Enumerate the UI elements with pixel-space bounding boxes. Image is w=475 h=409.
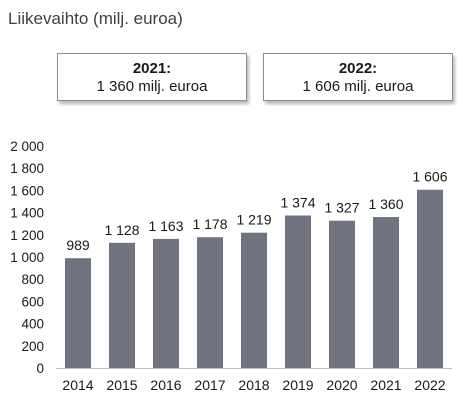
bar: [197, 237, 223, 368]
data-label: 1 606: [412, 169, 447, 185]
bar: [153, 238, 179, 368]
y-tick-label: 1 600: [10, 183, 44, 198]
x-tick-label: 2021: [370, 377, 401, 393]
x-tick-label: 2018: [238, 377, 269, 393]
bar: [241, 232, 267, 368]
data-label: 1 163: [148, 218, 183, 234]
x-tick-label: 2016: [150, 377, 181, 393]
x-tick-label: 2015: [106, 377, 137, 393]
highlight-year: 2021:: [132, 60, 172, 77]
x-tick-label: 2020: [326, 377, 357, 393]
data-label: 1 219: [236, 212, 271, 228]
y-tick-label: 400: [21, 317, 44, 332]
y-tick-label: 2 000: [10, 139, 44, 154]
y-tick-label: 1 200: [10, 228, 44, 243]
data-label: 1 128: [104, 222, 139, 238]
bar: [329, 220, 355, 368]
data-label: 1 360: [368, 196, 403, 212]
x-tick-label: 2014: [62, 377, 93, 393]
x-tick-label: 2022: [414, 377, 445, 393]
chart-title: Liikevaihto (milj. euroa): [8, 9, 183, 28]
y-tick-label: 600: [21, 294, 44, 309]
y-tick-label: 0: [36, 361, 44, 376]
y-tick-label: 800: [21, 272, 44, 287]
data-label: 1 374: [280, 194, 315, 210]
highlight-value: 1 606 milj. euroa: [302, 78, 414, 95]
y-tick-label: 200: [21, 339, 44, 354]
highlight-value: 1 360 milj. euroa: [96, 78, 208, 95]
bar: [109, 242, 135, 368]
bar: [285, 215, 311, 368]
highlight-year: 2022:: [338, 60, 378, 77]
highlight-box-2021: 2021: 1 360 milj. euroa: [57, 53, 247, 101]
x-tick-label: 2017: [194, 377, 225, 393]
data-label: 989: [66, 237, 90, 253]
data-label: 1 178: [192, 216, 227, 232]
x-tick-label: 2019: [282, 377, 313, 393]
bar: [373, 217, 399, 368]
bar: [417, 189, 443, 368]
y-tick-label: 1 000: [10, 250, 44, 265]
highlight-box-2022: 2022: 1 606 milj. euroa: [263, 53, 453, 101]
bar: [65, 258, 91, 368]
y-tick-label: 1 400: [10, 206, 44, 221]
data-label: 1 327: [324, 200, 359, 216]
y-tick-label: 1 800: [10, 161, 44, 176]
